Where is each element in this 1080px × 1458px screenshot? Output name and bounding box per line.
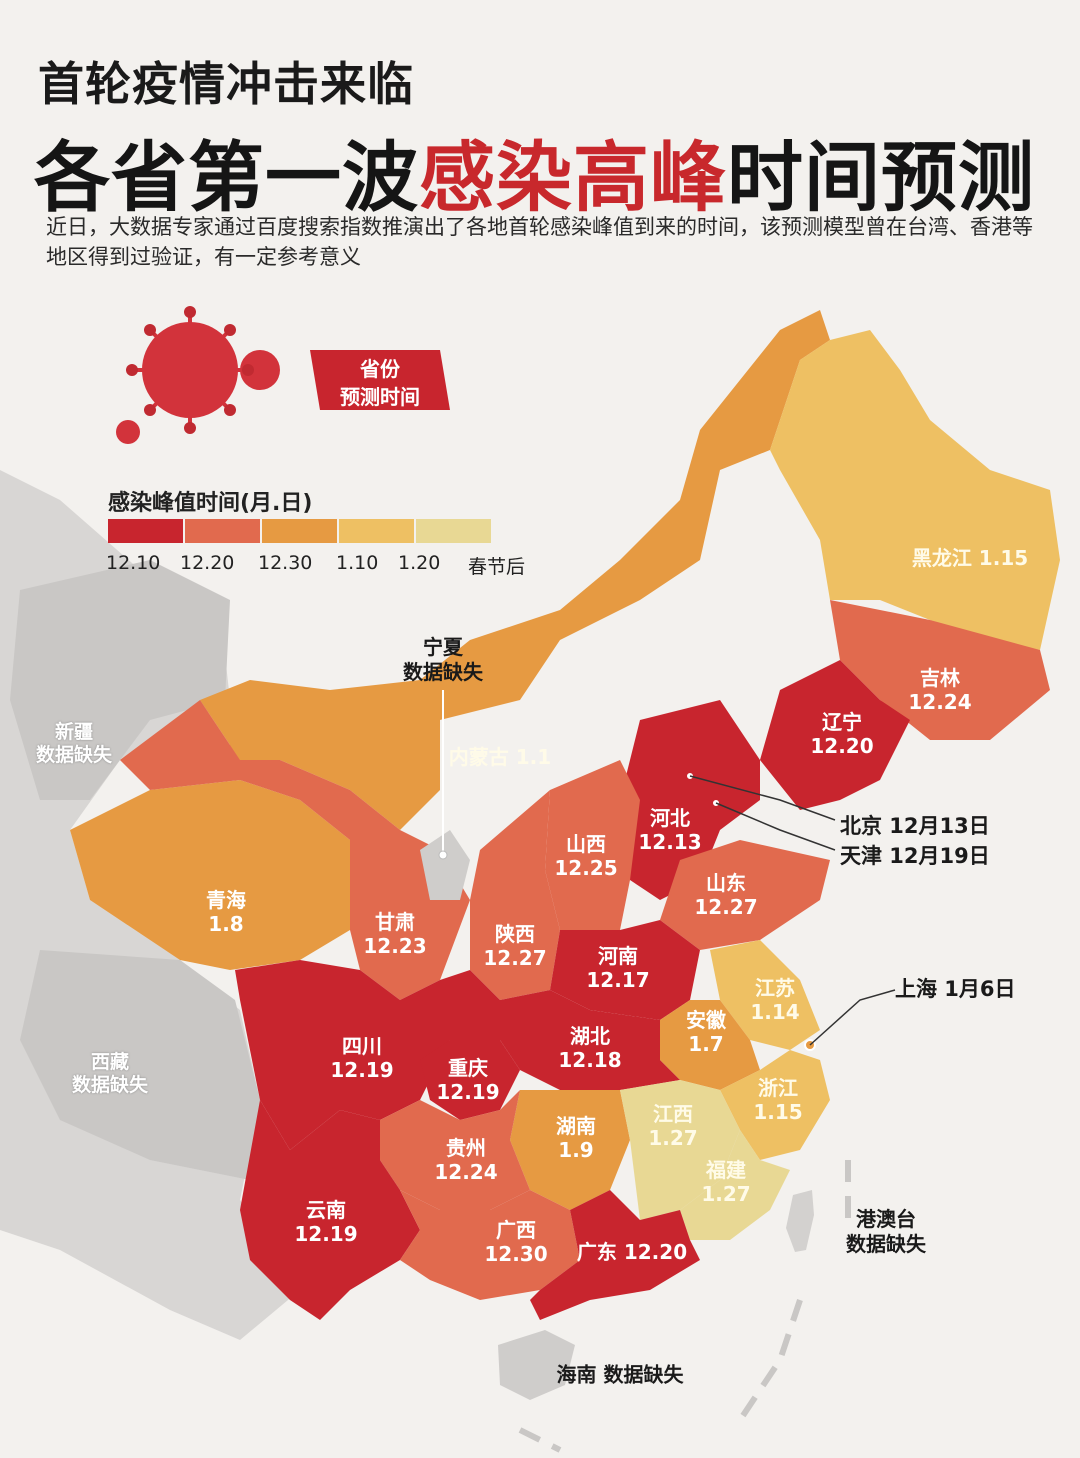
callout-beijing: 北京 12月13日 — [840, 814, 990, 838]
label-zhejiang: 浙江 1.15 — [753, 1076, 803, 1124]
legend-label-3: 12.30 — [258, 552, 313, 574]
label-henan: 河南 12.17 — [586, 944, 650, 992]
region-guangdong — [530, 1190, 700, 1320]
label-jiangxi: 江西 1.27 — [648, 1102, 698, 1150]
region-guangxi — [400, 1190, 580, 1300]
label-shandong: 山东 12.27 — [694, 871, 758, 919]
region-fujian — [680, 1130, 790, 1240]
callout-tianjin: 天津 12月19日 — [840, 844, 990, 868]
label-guizhou: 贵州 12.24 — [434, 1136, 498, 1184]
legend-swatch-1 — [108, 519, 183, 543]
region-shanxi — [545, 760, 640, 930]
title-line-2: 各省第一波感染高峰时间预测 — [34, 116, 1035, 226]
label-xizang: 西藏 数据缺失 — [71, 1051, 149, 1096]
label-gangaotai: 港澳台 数据缺失 — [846, 1207, 926, 1256]
region-hebei — [620, 700, 760, 900]
region-guizhou — [380, 1090, 530, 1210]
region-liaoning — [760, 660, 910, 810]
callout-shanghai: 上海 1月6日 — [895, 977, 1016, 1001]
badge-line-1: 省份 — [360, 357, 400, 381]
label-hubei: 湖北 12.18 — [558, 1024, 622, 1072]
label-hebei: 河北 12.13 — [638, 806, 702, 854]
region-sichuan — [235, 960, 500, 1150]
title-line-1: 首轮疫情冲击来临 — [38, 57, 414, 111]
region-xinjiang — [10, 560, 230, 800]
label-ningxia: 宁夏 数据缺失 — [403, 635, 483, 684]
legend-label-5: 1.20 — [398, 552, 441, 574]
region-shandong — [660, 840, 830, 950]
region-xizang — [20, 950, 260, 1180]
region-hunan — [510, 1090, 630, 1210]
hainan-shape — [498, 1330, 575, 1400]
label-anhui: 安徽 1.7 — [686, 1008, 726, 1056]
legend-label-1: 12.10 — [106, 552, 161, 574]
region-anhui — [660, 1000, 760, 1090]
region-heilongjiang — [770, 330, 1060, 650]
intro-text: 近日，大数据专家通过百度搜索指数推演出了各地首轮感染峰值到来的时间，该预测模型曾… — [46, 215, 1033, 269]
label-guangxi: 广西 12.30 — [484, 1218, 548, 1266]
label-neimenggu: 内蒙古 1.1 — [448, 745, 552, 769]
label-heilongjiang: 黑龙江 1.15 — [911, 546, 1029, 570]
virus-icon — [116, 306, 280, 444]
label-xinjiang: 新疆 数据缺失 — [35, 721, 113, 766]
region-chongqing — [420, 1040, 520, 1120]
legend-swatch-4 — [339, 519, 414, 543]
legend-swatch-2 — [185, 519, 260, 543]
ningxia-dot — [438, 850, 448, 860]
legend-swatch-3 — [262, 519, 337, 543]
region-neimenggu-west — [230, 690, 440, 830]
region-zhejiang — [720, 1050, 830, 1160]
title-highlight: 感染高峰 — [419, 133, 727, 222]
beijing-leader — [689, 775, 836, 821]
label-yunnan: 云南 12.19 — [294, 1198, 358, 1246]
label-guangdong: 广东 12.20 — [576, 1240, 688, 1264]
label-gansu: 甘肃 12.23 — [363, 910, 427, 958]
sea-grey-taiwan — [786, 1190, 814, 1252]
label-chongqing: 重庆 12.19 — [436, 1056, 500, 1104]
sea-border — [518, 1160, 851, 1453]
region-ningxia — [420, 830, 470, 900]
label-qinghai: 青海 1.8 — [206, 888, 246, 936]
legend-label-6: 春节后 — [468, 556, 526, 578]
shanghai-leader — [809, 989, 896, 1046]
legend-title: 感染峰值时间(月.日) — [108, 491, 313, 516]
badge-line-2: 预测时间 — [340, 385, 420, 409]
label-jiangsu: 江苏 1.14 — [750, 976, 800, 1024]
region-jiangxi — [620, 1080, 740, 1220]
legend-swatch-5 — [416, 519, 491, 543]
label-fujian: 福建 1.27 — [701, 1158, 751, 1206]
region-henan — [550, 920, 700, 1020]
label-shanxi: 山西 12.25 — [554, 832, 618, 880]
label-liaoning: 辽宁 12.20 — [810, 710, 874, 758]
legend-badge: 省份 预测时间 — [300, 345, 450, 415]
tianjin-leader — [715, 802, 836, 851]
region-shaanxi — [470, 790, 560, 1000]
label-sichuan: 四川 12.19 — [330, 1034, 394, 1082]
label-hunan: 湖南 1.9 — [556, 1114, 596, 1162]
region-jilin — [830, 600, 1050, 740]
label-shaanxi: 陕西 12.27 — [483, 922, 547, 970]
region-yunnan — [240, 1100, 420, 1320]
title-line-2-c: 时间预测 — [727, 133, 1035, 222]
region-gansu — [120, 700, 470, 1000]
region-qinghai — [70, 780, 350, 970]
region-hubei — [500, 990, 680, 1090]
label-hainan: 海南 数据缺失 — [556, 1362, 684, 1387]
region-jiangsu — [710, 940, 820, 1050]
legend-label-2: 12.20 — [180, 552, 235, 574]
legend-label-4: 1.10 — [336, 552, 379, 574]
label-jilin: 吉林 12.24 — [908, 666, 972, 714]
title-line-2-a: 各省第一波 — [34, 133, 419, 222]
